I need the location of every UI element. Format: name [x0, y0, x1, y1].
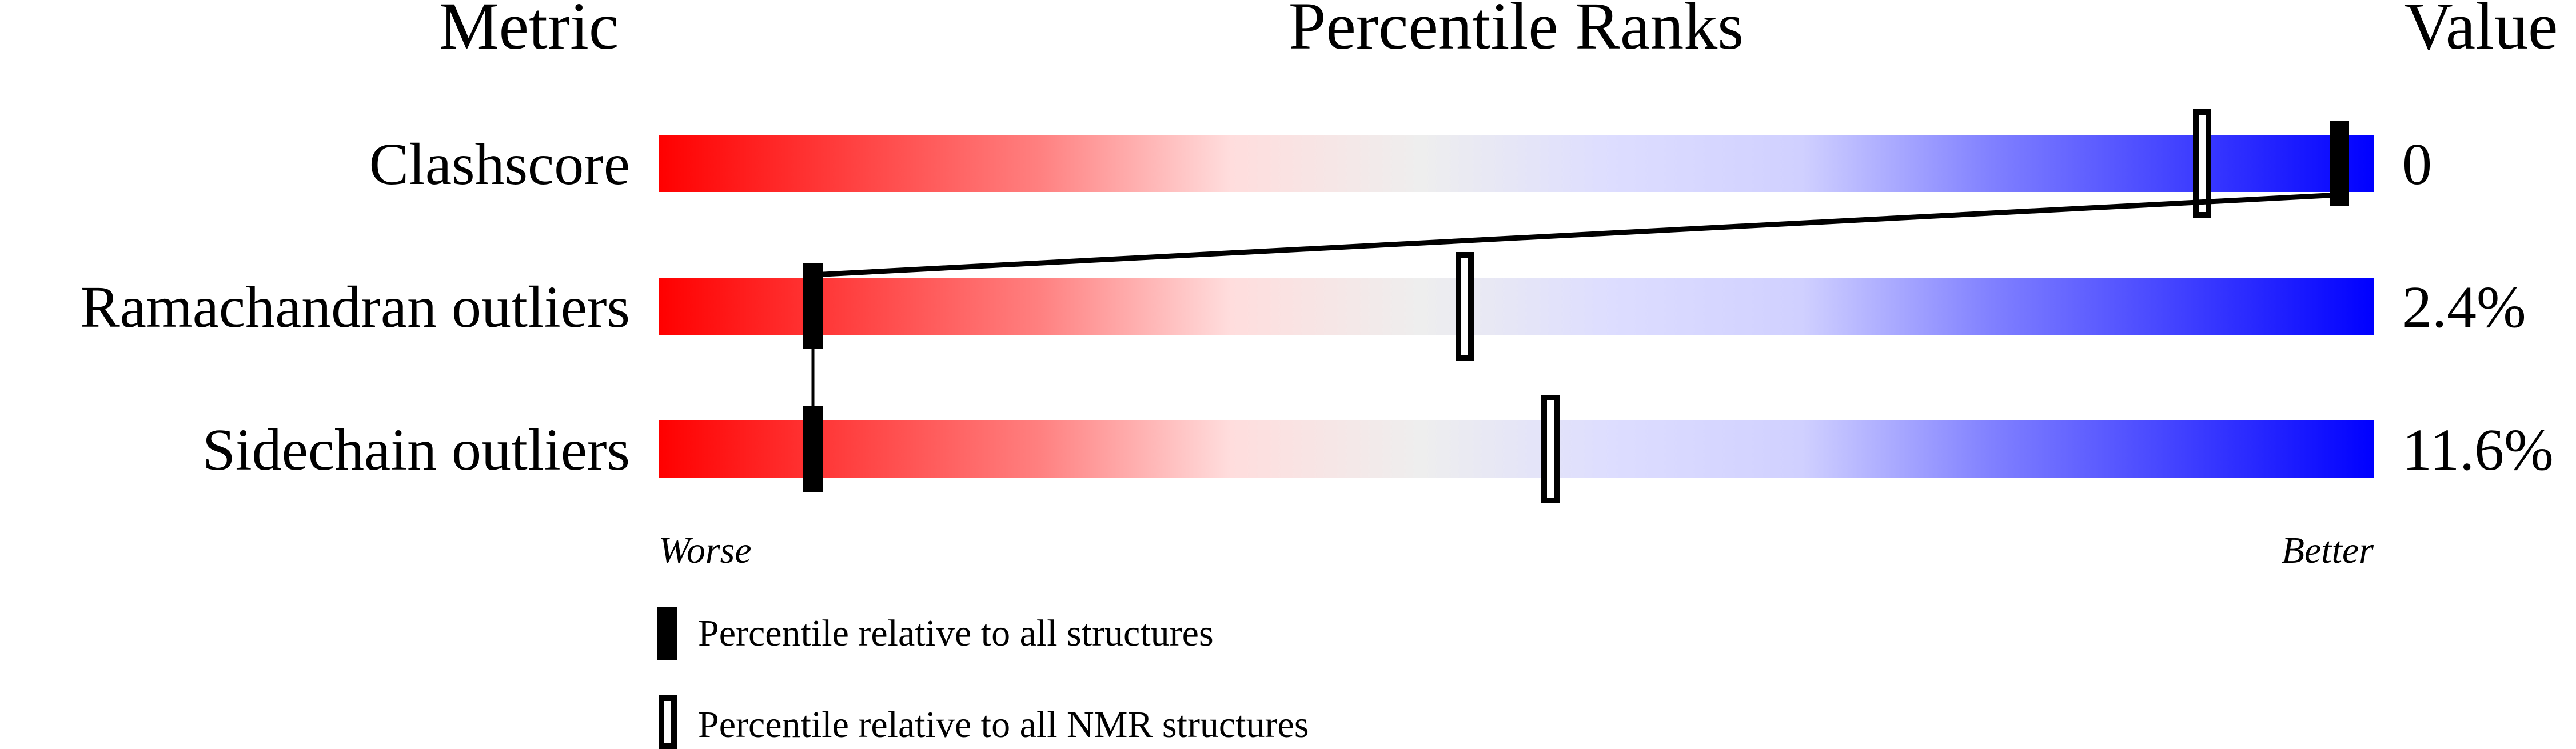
- gradient-bar: [659, 278, 2374, 335]
- metric-label: Clashscore: [369, 131, 630, 197]
- all-percentile-marker: [803, 263, 823, 349]
- legend-label-nmr: Percentile relative to all NMR structure…: [698, 704, 1309, 746]
- nmr-percentile-marker: [1456, 252, 1474, 361]
- legend-label-all: Percentile relative to all structures: [698, 612, 1214, 654]
- header-value: Value: [2404, 0, 2558, 63]
- metric-value: 0: [2402, 131, 2432, 197]
- legend-open-marker: [659, 695, 677, 749]
- nmr-percentile-marker: [2193, 109, 2211, 218]
- metric-label: Ramachandran outliers: [80, 274, 630, 340]
- axis-label-better: Better: [2282, 530, 2374, 571]
- nmr-percentile-marker: [1541, 395, 1560, 503]
- metric-value: 11.6%: [2402, 417, 2554, 483]
- chart-title: Percentile Ranks: [1289, 0, 1744, 63]
- legend-filled-marker: [657, 607, 677, 660]
- gradient-bar: [659, 135, 2374, 192]
- metric-label: Sidechain outliers: [202, 417, 630, 483]
- metric-value: 2.4%: [2402, 274, 2526, 340]
- gradient-bar: [659, 420, 2374, 478]
- all-percentile-marker: [803, 406, 823, 492]
- percentile-connector-line: [812, 192, 2340, 278]
- all-percentile-marker: [2330, 121, 2349, 206]
- axis-label-worse: Worse: [659, 530, 752, 571]
- header-metric: Metric: [439, 0, 619, 63]
